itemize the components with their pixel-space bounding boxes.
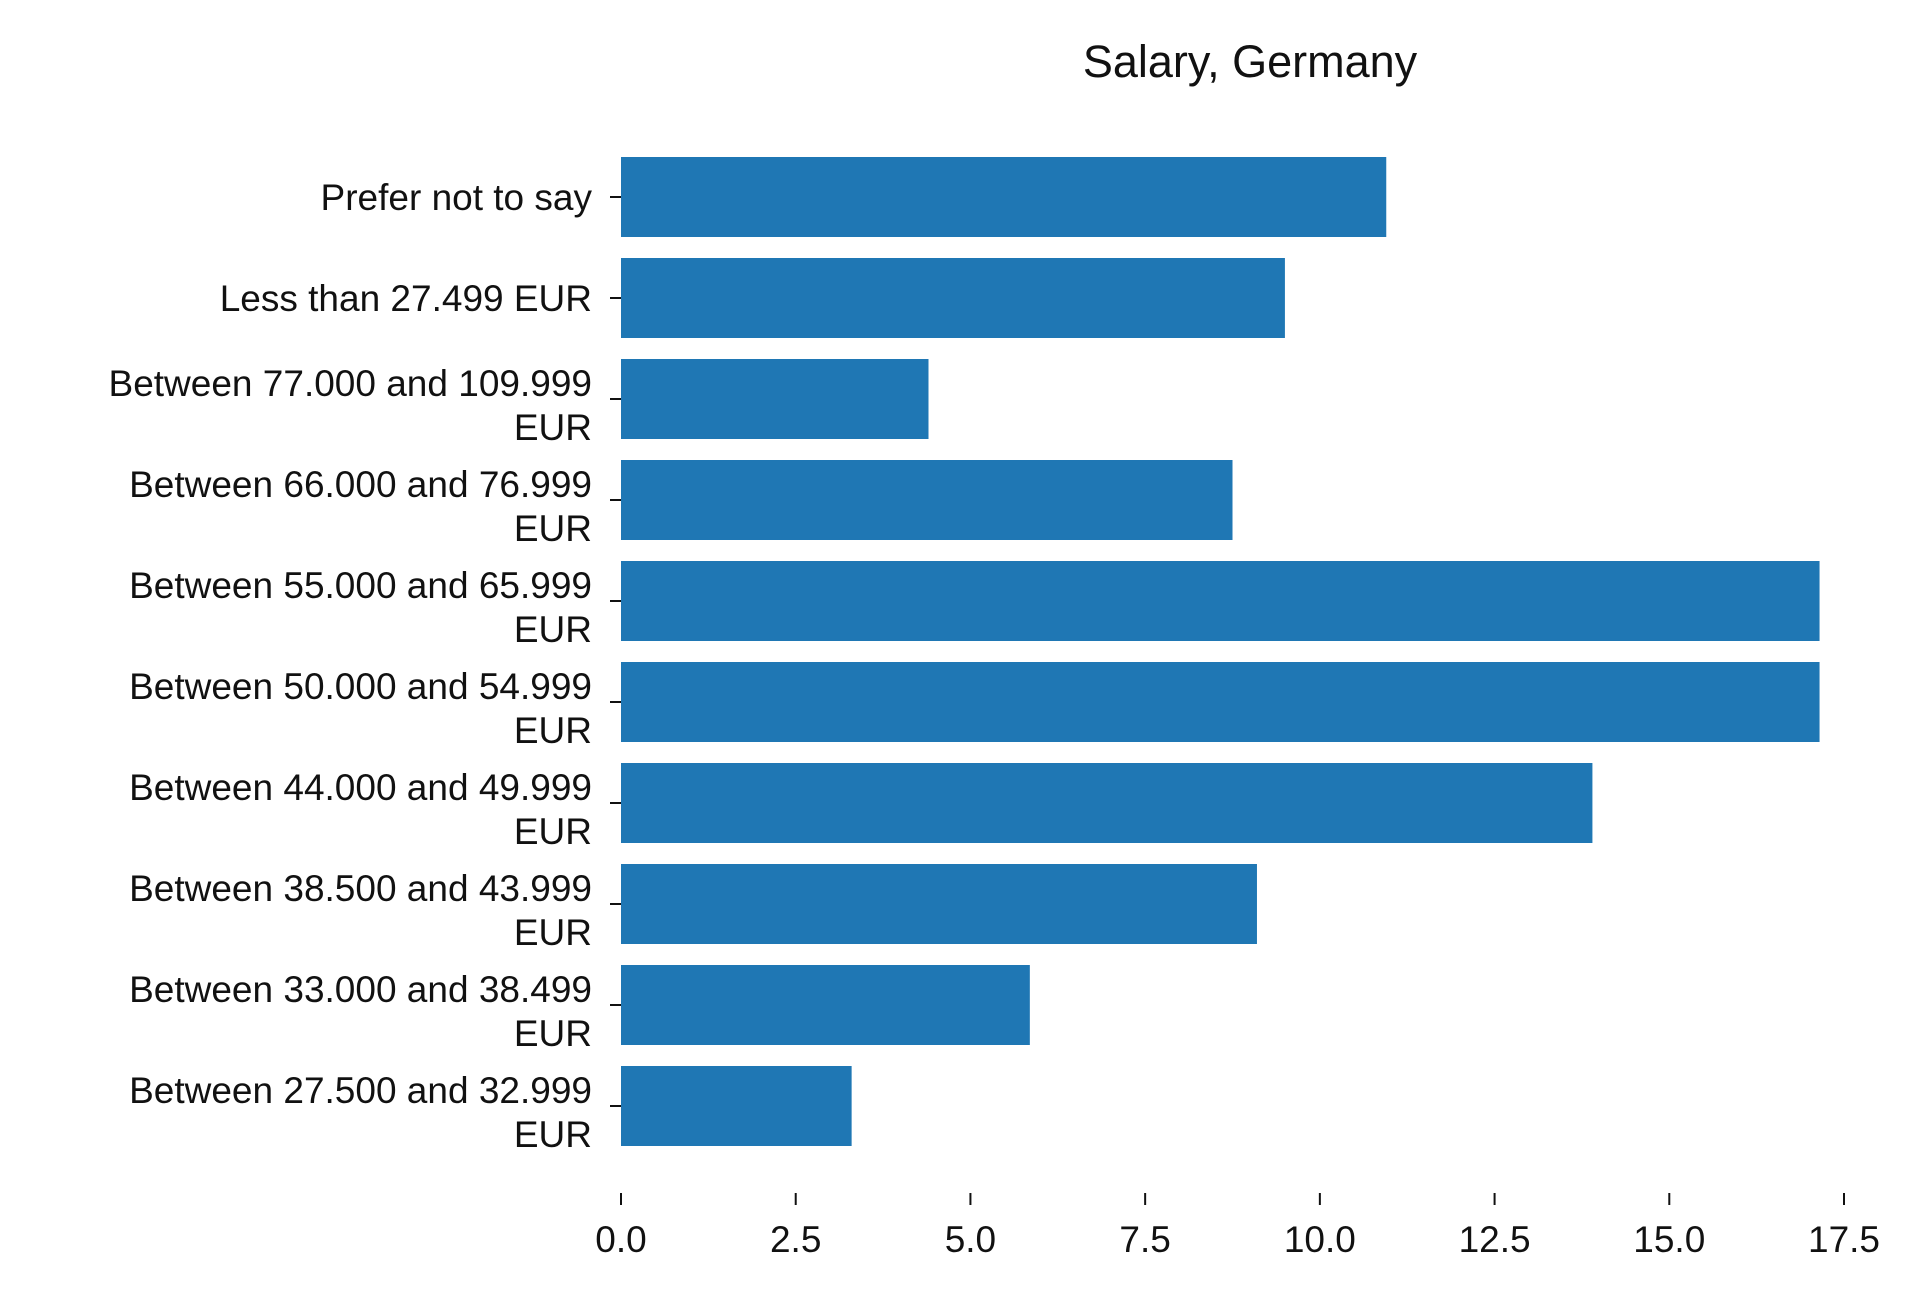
- y-tick-label: Between 44.000 and 49.999 EUR: [129, 767, 592, 852]
- bars-group: [621, 157, 1820, 1146]
- bar: [621, 864, 1257, 944]
- y-axis: Prefer not to say Less than 27.499 EUR Bet…: [109, 177, 621, 1155]
- bar: [621, 258, 1285, 338]
- y-tick-label: Between 55.000 and 65.999 EUR: [129, 565, 592, 650]
- x-tick-label: 0.0: [595, 1219, 646, 1260]
- bar: [621, 763, 1593, 843]
- chart-title: Salary, Germany: [1083, 36, 1418, 87]
- y-tick-label: Between 27.500 and 32.999 EUR: [129, 1070, 592, 1155]
- x-tick-label: 15.0: [1633, 1219, 1705, 1260]
- x-tick-label: 7.5: [1119, 1219, 1170, 1260]
- y-tick-label: Prefer not to say: [321, 177, 593, 218]
- x-tick-label: 17.5: [1808, 1219, 1880, 1260]
- y-tick-label: Between 33.000 and 38.499 EUR: [129, 969, 592, 1054]
- y-tick-label: Between 77.000 and 109.999 EUR: [109, 363, 592, 448]
- bar: [621, 359, 929, 439]
- x-tick-label: 10.0: [1284, 1219, 1356, 1260]
- x-axis: 0.0 2.5 5.0 7.5 10.0 12.5 15.0 17.5: [595, 1193, 1880, 1260]
- y-tick-label: Between 50.000 and 54.999 EUR: [129, 666, 592, 751]
- bar: [621, 561, 1820, 641]
- x-tick-label: 2.5: [770, 1219, 821, 1260]
- y-tick-label: Between 38.500 and 43.999 EUR: [129, 868, 592, 953]
- bar: [621, 157, 1387, 237]
- bar: [621, 1066, 852, 1146]
- x-tick-label: 12.5: [1459, 1219, 1531, 1260]
- bar: [621, 662, 1820, 742]
- bar: [621, 460, 1233, 540]
- x-tick-label: 5.0: [945, 1219, 996, 1260]
- y-tick-label: Between 66.000 and 76.999 EUR: [129, 464, 592, 549]
- y-tick-label: Less than 27.499 EUR: [220, 278, 592, 319]
- bar: [621, 965, 1030, 1045]
